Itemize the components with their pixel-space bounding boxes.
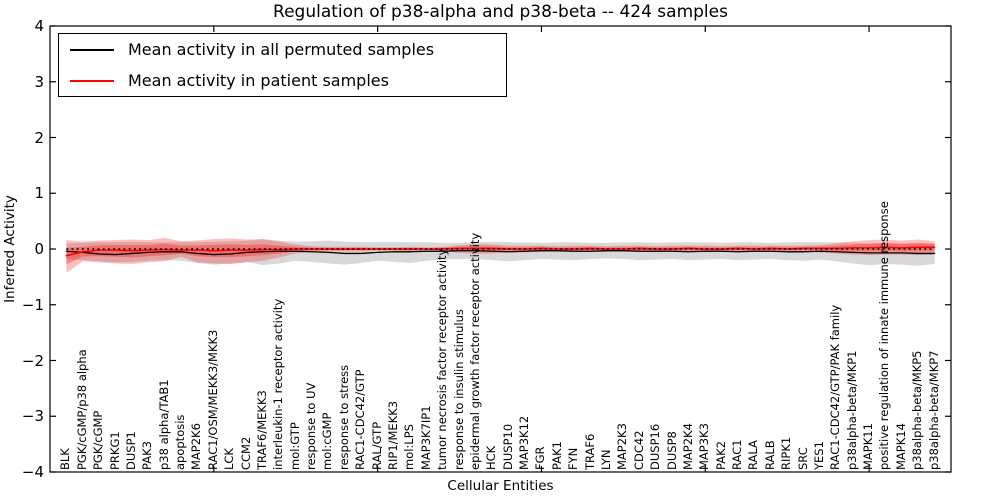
x-entity-label: tumor necrosis factor receptor activity bbox=[435, 248, 450, 470]
y-tick-label: −4 bbox=[21, 463, 44, 481]
x-entity-label: RALB bbox=[762, 440, 777, 470]
legend: Mean activity in all permuted samples Me… bbox=[58, 33, 507, 97]
x-entity-label: epidermal growth factor receptor activit… bbox=[467, 232, 482, 470]
x-entity-label: response to stress bbox=[336, 364, 351, 470]
x-entity-label: RIP1/MEKK3 bbox=[386, 400, 401, 470]
legend-label: Mean activity in all permuted samples bbox=[128, 40, 435, 59]
x-entity-label: LYN bbox=[598, 449, 613, 470]
legend-entry-permuted: Mean activity in all permuted samples bbox=[59, 34, 506, 65]
x-entity-label: mol:GTP bbox=[287, 422, 302, 470]
x-entity-label: MAP3K7IP1 bbox=[418, 405, 433, 470]
x-axis-label: Cellular Entities bbox=[447, 478, 554, 494]
x-entity-label: LCK bbox=[222, 448, 237, 470]
x-entity-label: HCK bbox=[484, 445, 499, 470]
y-tick-label: 0 bbox=[34, 240, 44, 258]
patient-std-band-outer bbox=[66, 237, 935, 273]
y-tick-label: 2 bbox=[34, 128, 44, 147]
y-tick-label: −2 bbox=[21, 351, 44, 370]
x-entity-label: SRC bbox=[795, 447, 810, 470]
permuted-line-swatch-icon bbox=[70, 48, 114, 51]
y-tick-label: 3 bbox=[34, 72, 44, 91]
x-entity-label: apoptosis bbox=[173, 414, 188, 470]
x-entity-label: MAP2K6 bbox=[189, 423, 204, 470]
x-entity-label: MAP3K3 bbox=[697, 423, 712, 470]
legend-label: Mean activity in patient samples bbox=[128, 71, 389, 90]
x-entity-label: FGR bbox=[533, 446, 548, 470]
x-entity-label: CDC42 bbox=[631, 430, 646, 470]
x-entity-label: PAK1 bbox=[549, 441, 564, 470]
y-tick-label: −3 bbox=[21, 407, 44, 426]
x-entity-label: PGK/cGMP/p38 alpha bbox=[74, 349, 89, 470]
x-entity-label: interleukin-1 receptor activity bbox=[271, 298, 286, 470]
x-entity-label: TRAF6 bbox=[582, 433, 597, 470]
x-entity-label: YES1 bbox=[811, 441, 826, 470]
x-entity-label: PAK3 bbox=[140, 441, 155, 470]
chart-title: Regulation of p38-alpha and p38-beta -- … bbox=[273, 2, 728, 22]
x-entity-label: MAP2K3 bbox=[615, 423, 630, 470]
x-entity-label: DUSP16 bbox=[648, 423, 663, 470]
x-entity-label: TRAF6/MEKK3 bbox=[254, 390, 269, 470]
permuted-std-band bbox=[66, 239, 935, 266]
x-entity-label: PRKG1 bbox=[107, 431, 122, 470]
x-entity-label: DUSP10 bbox=[500, 423, 515, 470]
legend-entry-patient: Mean activity in patient samples bbox=[59, 65, 506, 96]
x-entity-label: p38 alpha/TAB1 bbox=[156, 379, 171, 470]
x-entity-label: response to UV bbox=[304, 382, 319, 470]
x-entity-label: DUSP1 bbox=[123, 431, 138, 470]
x-entity-label: PAK2 bbox=[713, 441, 728, 470]
x-entity-label: positive regulation of innate immune res… bbox=[877, 201, 892, 470]
x-entity-label: PGK/cGMP bbox=[91, 410, 106, 470]
x-entity-label: RAC1-CDC42/GTP/PAK family bbox=[828, 304, 843, 470]
x-entity-label: MAP2K4 bbox=[680, 423, 695, 470]
x-entity-label: response to insulin stimulus bbox=[451, 309, 466, 470]
x-entity-label: FYN bbox=[566, 447, 581, 470]
x-entity-label: MAP3K12 bbox=[517, 415, 532, 470]
x-entity-label: RAC1/OSM/MEKK3/MKK3 bbox=[205, 329, 220, 470]
x-entity-label: RAC1 bbox=[730, 439, 745, 470]
x-entity-label: MAPK14 bbox=[893, 423, 908, 470]
x-entity-label: DUSP8 bbox=[664, 431, 679, 470]
x-entity-label: RAL/GTP bbox=[369, 421, 384, 470]
y-tick-label: 1 bbox=[34, 184, 44, 203]
x-entity-label: RALA bbox=[746, 440, 761, 470]
x-entity-label: RAC1-CDC42/GTP bbox=[353, 369, 368, 470]
x-entity-label: mol:cGMP bbox=[320, 412, 335, 470]
x-entity-label: mol:LPS bbox=[402, 424, 417, 470]
y-tick-label: −1 bbox=[21, 295, 44, 314]
x-entity-label: p38alpha-beta/MKP1 bbox=[844, 350, 859, 470]
permuted-mean-line bbox=[65, 250, 936, 256]
x-entity-label: MAPK11 bbox=[861, 423, 876, 470]
x-entity-label: p38alpha-beta/MKP5 bbox=[910, 350, 925, 470]
x-entity-label: p38alpha-beta/MKP7 bbox=[926, 350, 941, 470]
x-entity-label: CCM2 bbox=[238, 436, 253, 470]
y-tick-label: 4 bbox=[34, 17, 44, 35]
x-entity-label: BLK bbox=[58, 448, 73, 470]
x-entity-label: RIPK1 bbox=[779, 436, 794, 470]
patient-line-swatch-icon bbox=[70, 79, 114, 82]
